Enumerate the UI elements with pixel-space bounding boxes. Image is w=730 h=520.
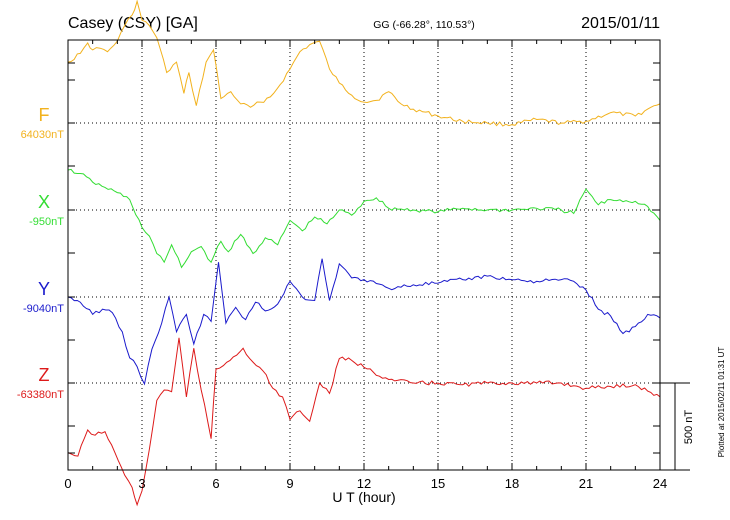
baseline-gridlines <box>68 122 660 384</box>
scale-bar-label: 500 nT <box>683 410 695 445</box>
series-lines <box>67 0 661 507</box>
series-line-y <box>67 258 661 386</box>
series-line-f <box>67 0 661 127</box>
series-line-x <box>67 168 661 269</box>
x-tick-label-18: 18 <box>505 476 519 491</box>
series-baseline-f: 64030nT <box>21 129 65 141</box>
x-tick-label-6: 6 <box>212 476 219 491</box>
series-baseline-z: -63380nT <box>17 389 64 401</box>
station-title: Casey (CSY) [GA] <box>68 15 198 32</box>
series-name-y: Y <box>38 279 50 299</box>
scale-bar: 500 nT <box>660 382 695 471</box>
series-name-f: F <box>39 105 50 125</box>
x-tick-label-9: 9 <box>286 476 293 491</box>
series-baseline-y: -9040nT <box>23 303 64 315</box>
series-name-x: X <box>38 192 50 212</box>
axis-ticks: 0 3 6 9 12 15 18 21 24 <box>64 39 667 491</box>
x-tick-label-12: 12 <box>357 476 371 491</box>
x-tick-label-15: 15 <box>431 476 445 491</box>
series-line-z <box>67 337 661 507</box>
x-axis-label: U T (hour) <box>332 489 395 505</box>
series-name-z: Z <box>39 365 50 385</box>
series-baseline-x: -950nT <box>29 216 64 228</box>
x-tick-label-0: 0 <box>64 476 71 491</box>
x-tick-label-24: 24 <box>653 476 667 491</box>
x-tick-label-21: 21 <box>579 476 593 491</box>
vertical-gridlines <box>141 40 587 470</box>
series-labels: F 64030nT X -950nT Y -9040nT Z -63380nT <box>17 105 64 401</box>
plotted-timestamp: Plotted at 2015/02/11 01:31 UT <box>717 347 726 458</box>
x-tick-label-3: 3 <box>138 476 145 491</box>
coordinates-label: GG (-66.28°, 110.53°) <box>373 19 475 31</box>
date-label: 2015/01/11 <box>581 15 660 32</box>
